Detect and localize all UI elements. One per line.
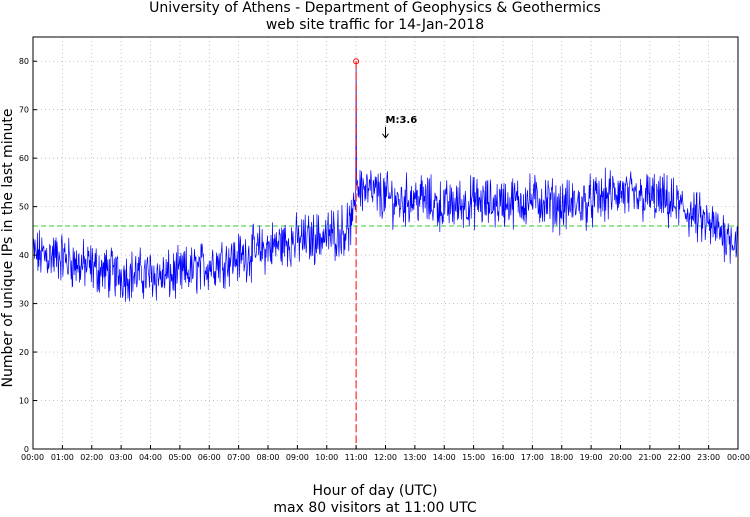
series-line (32, 61, 739, 302)
x-tick-label: 09:00 (286, 453, 309, 462)
x-tick-label: 14:00 (433, 453, 456, 462)
x-tick-label: 13:00 (403, 453, 426, 462)
annotation: M:3.6 (382, 115, 418, 139)
y-tick-label: 70 (19, 106, 29, 115)
y-tick-label: 0 (24, 445, 29, 454)
x-tick-label: 19:00 (580, 453, 603, 462)
x-tick-label: 15:00 (462, 453, 485, 462)
y-tick-label: 50 (19, 203, 29, 212)
x-axis-label: Hour of day (UTC) (312, 483, 438, 499)
y-tick-label: 40 (19, 251, 29, 260)
traffic-series (32, 61, 739, 302)
y-tick-label: 30 (19, 300, 29, 309)
x-tick-label: 00:00 (727, 453, 750, 462)
x-tick-label: 06:00 (198, 453, 221, 462)
x-tick-label: 04:00 (139, 453, 162, 462)
y-tick-label: 20 (19, 348, 29, 357)
x-tick-label: 08:00 (256, 453, 279, 462)
x-tick-label: 11:00 (345, 453, 368, 462)
x-tick-label: 12:00 (374, 453, 397, 462)
chart-title: University of Athens - Department of Geo… (149, 0, 601, 16)
max-visitors-caption: max 80 visitors at 11:00 UTC (273, 500, 477, 516)
x-tick-label: 21:00 (638, 453, 661, 462)
plot-frame (32, 36, 739, 450)
x-tick-label: 18:00 (550, 453, 573, 462)
x-tick-label: 03:00 (110, 453, 133, 462)
x-tick-label: 02:00 (80, 453, 103, 462)
y-tick-label: 80 (19, 57, 29, 66)
x-tick-label: 20:00 (609, 453, 632, 462)
x-tick-label: 17:00 (521, 453, 544, 462)
x-tick-label: 22:00 (668, 453, 691, 462)
x-ticks: 00:00 01:00 02:00 03:00 04:00 05:00 06:00 07:00… (21, 445, 750, 462)
peak-marker (353, 58, 360, 65)
y-ticks: 0 10 20 30 40 50 60 70 80 (19, 57, 37, 454)
x-tick-label: 01:00 (51, 453, 74, 462)
y-tick-label: 60 (19, 154, 29, 163)
x-tick-label: 10:00 (315, 453, 338, 462)
y-tick-label: 10 (19, 397, 29, 406)
annotation-label: M:3.6 (386, 115, 418, 126)
x-tick-label: 16:00 (491, 453, 514, 462)
x-tick-label: 07:00 (227, 453, 250, 462)
x-tick-label: 23:00 (697, 453, 720, 462)
chart-subtitle: web site traffic for 14-Jan-2018 (265, 17, 485, 33)
annotation-arrow-head (382, 133, 389, 139)
x-tick-label: 00:00 (21, 453, 44, 462)
x-tick-label: 05:00 (168, 453, 191, 462)
peak-markers (353, 58, 360, 449)
grid (32, 37, 739, 450)
